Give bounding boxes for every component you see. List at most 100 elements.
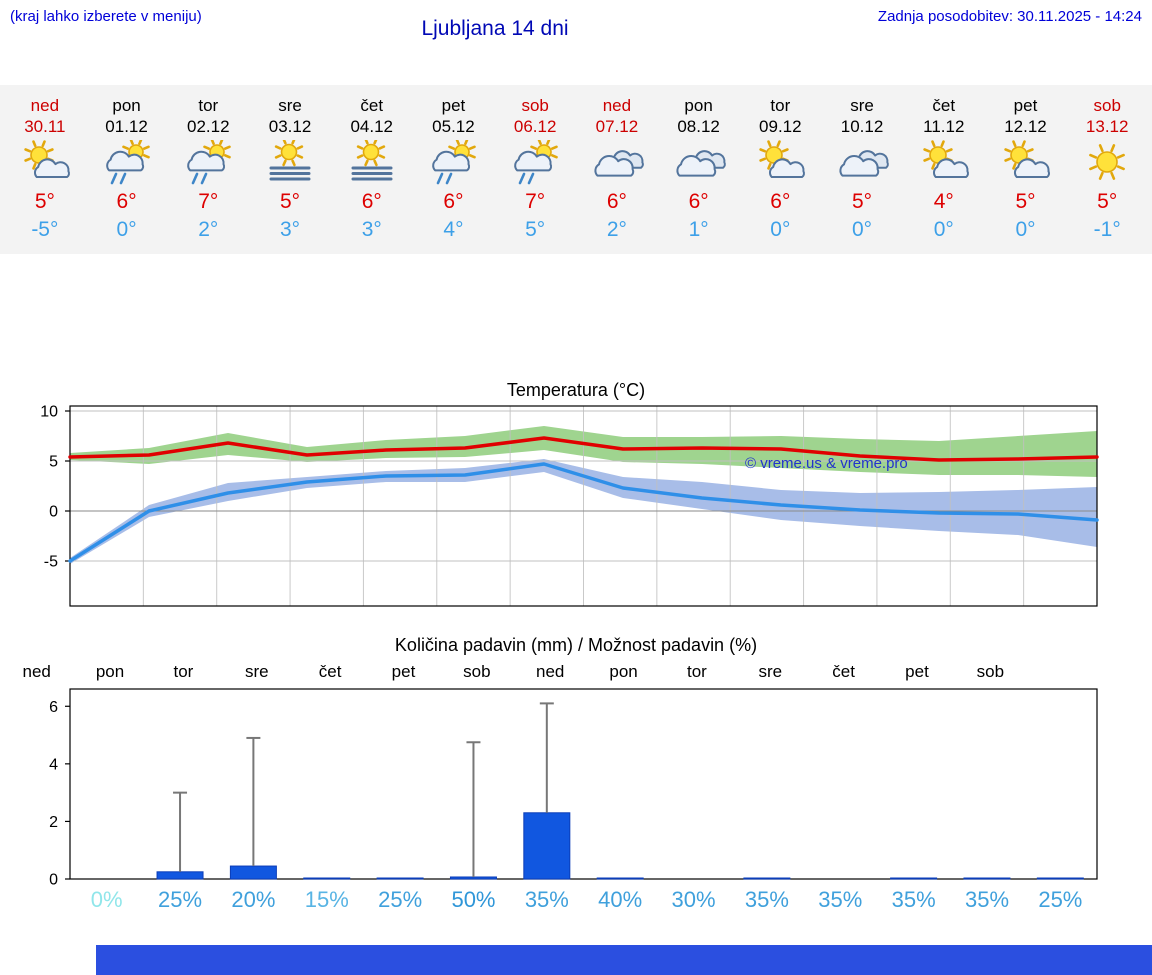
high-temp-label: 5°: [1015, 190, 1036, 213]
day-date-label: 07.12: [595, 117, 639, 136]
min-temp-line: [68, 462, 1099, 563]
forecast-day-09.12[interactable]: tor 09.12 6° 0°: [739, 95, 821, 242]
sun-ray: [551, 145, 558, 150]
last-update-label: Zadnja posodobitev: 30.11.2025 - 14:24: [877, 8, 1142, 25]
weather-icon-fog-sun: [351, 140, 393, 181]
sun-ray: [1012, 140, 1017, 148]
forecast-day-01.12[interactable]: pon 01.12 6° 0°: [86, 95, 168, 242]
precip-bar: [1036, 877, 1084, 880]
high-temp-label: 6°: [361, 190, 382, 213]
day-date-label: 06.12: [513, 117, 557, 136]
precip-day-label: sre: [758, 662, 783, 681]
forecast-day-12.12[interactable]: pet 12.12 5° 0°: [985, 95, 1067, 242]
weather-icon-partly-sunny: [1004, 140, 1051, 179]
precip-percent-label: 20%: [231, 887, 276, 912]
day-name-label: pet: [441, 96, 466, 115]
high-temp-label: 5°: [279, 190, 301, 213]
low-temp-label: 2°: [198, 218, 219, 241]
day-date-label: 03.12: [268, 117, 312, 136]
rain-drop: [446, 172, 453, 185]
sun-ray: [1117, 165, 1126, 171]
forecast-day-06.12[interactable]: sob 06.12 7° 5°: [494, 95, 576, 242]
low-temp-label: 3°: [279, 218, 301, 241]
cloud-shape: [105, 150, 144, 172]
sun-ray: [364, 159, 369, 167]
precip-day-label: pon: [609, 662, 638, 681]
high-temp-label: 5°: [852, 190, 873, 213]
weather-icon-cloudy: [676, 150, 726, 177]
low-temp-label: 2°: [606, 218, 627, 241]
low-temp-label: -5°: [31, 218, 59, 241]
sun-ray: [923, 148, 930, 153]
precip-percent-label: 0%: [90, 887, 123, 912]
low-temp-label: 5°: [525, 218, 546, 241]
forecast-day-02.12[interactable]: tor 02.12 7° 2°: [167, 95, 249, 242]
high-temp-label: 6°: [688, 190, 709, 213]
sun-ray: [291, 140, 296, 145]
sun-ray: [776, 140, 782, 148]
forecast-day-13.12[interactable]: sob 13.12 5° -1°: [1066, 95, 1148, 242]
precip-day-label: ned: [22, 662, 51, 681]
watermark: © vreme.us & vreme.pro: [745, 455, 908, 472]
day-date-label: 02.12: [187, 117, 230, 136]
forecast-day-10.12[interactable]: sre 10.12 5° 0°: [821, 95, 903, 242]
day-date-label: 10.12: [840, 117, 884, 136]
precip-percent-label: 40%: [598, 887, 643, 912]
precip-bar: [376, 877, 424, 880]
day-name-label: sob: [1093, 96, 1121, 115]
y-tick-label: 5: [49, 454, 58, 471]
sun-ray: [203, 145, 211, 150]
y-tick-label: 6: [49, 699, 58, 716]
spacer: [0, 254, 1152, 380]
rain-drop: [119, 172, 126, 185]
page-title: Ljubljana 14 dni: [421, 17, 569, 40]
y-tick-label: 2: [49, 814, 58, 831]
y-tick-label: 0: [49, 504, 58, 521]
forecast-strip: ned 30.11 5° -5° pon 01.12 6° 0° tor 02.12 7° 2° sre…: [0, 85, 1152, 254]
precip-bar: [596, 877, 644, 880]
cloud-shape: [187, 150, 226, 172]
weather-icon-sun-cloud-rain: [187, 140, 232, 185]
sun-ray: [41, 140, 46, 148]
sun-ray: [121, 145, 129, 150]
forecast-day-04.12[interactable]: čet 04.12 6° 3°: [331, 95, 413, 242]
day-name-label: sre: [278, 96, 302, 115]
forecast-day-03.12[interactable]: sre 03.12 5° 3°: [249, 95, 331, 242]
high-temp-label: 6°: [443, 190, 464, 213]
location-hint: (kraj lahko izberete v meniju): [10, 8, 202, 25]
sun-ray: [274, 145, 282, 150]
sun-ray: [1110, 171, 1116, 180]
forecast-day-30.11[interactable]: ned 30.11 5° -5°: [4, 95, 86, 242]
precipitation-chart-title: Količina padavin (mm) / Možnost padavin …: [394, 635, 758, 655]
day-name-label: ned: [602, 96, 632, 115]
sun-ray: [282, 140, 287, 145]
ad-banner[interactable]: [96, 945, 1152, 975]
precip-percent-label: 30%: [671, 887, 716, 912]
weather-icon-sun-cloud-rain: [105, 140, 150, 185]
rain-drop: [518, 172, 526, 185]
forecast-day-07.12[interactable]: ned 07.12 6° 2°: [576, 95, 658, 242]
high-temp-label: 5°: [1097, 190, 1118, 213]
day-name-label: sob: [521, 96, 549, 115]
sun-ray: [46, 148, 54, 153]
precip-percent-label: 25%: [1038, 887, 1083, 912]
forecast-day-11.12[interactable]: čet 11.12 4° 0°: [903, 95, 985, 242]
day-date-label: 13.12: [1085, 117, 1129, 136]
forecast-day-08.12[interactable]: pon 08.12 6° 1°: [658, 95, 740, 242]
sun-ray: [356, 154, 364, 159]
sun-ray: [129, 140, 134, 146]
sun-ray: [378, 145, 385, 150]
sun-ray: [930, 140, 936, 148]
precip-percent-label: 15%: [304, 887, 349, 912]
precip-day-label: sob: [463, 662, 491, 681]
y-tick-label: -5: [44, 554, 58, 571]
forecast-day-05.12[interactable]: pet 05.12 6° 4°: [413, 95, 495, 242]
precip-day-label: pet: [905, 662, 929, 681]
precip-bar: [303, 877, 351, 880]
high-temp-label: 6°: [606, 190, 627, 213]
cloud-shape: [514, 150, 553, 172]
day-date-label: 01.12: [105, 117, 148, 136]
plot-border: [69, 405, 1098, 607]
rain-drop: [527, 172, 535, 185]
sun-ray: [530, 145, 538, 150]
